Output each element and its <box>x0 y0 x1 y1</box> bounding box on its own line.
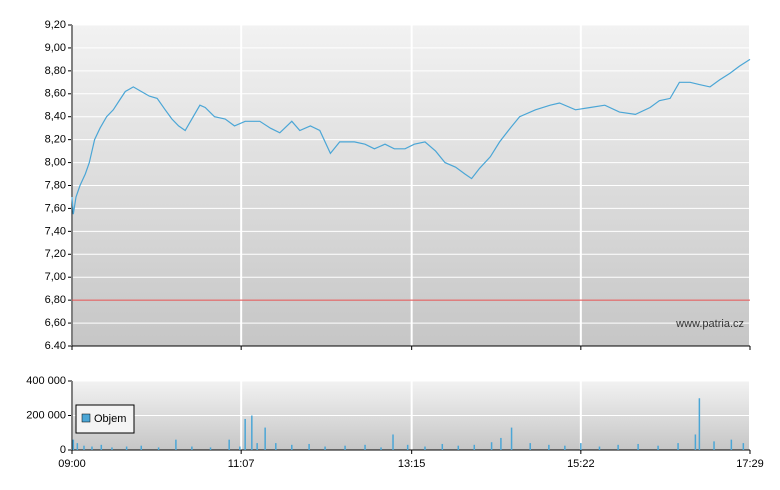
volume-bar <box>91 446 93 450</box>
legend-swatch <box>81 413 91 423</box>
volume-bar <box>490 442 493 450</box>
volume-bar <box>580 443 582 450</box>
volume-bar <box>364 444 366 450</box>
volume-bar <box>617 444 619 450</box>
volume-bar <box>698 398 701 450</box>
volume-bar <box>251 415 253 450</box>
volume-bar <box>742 443 745 450</box>
volume-bar <box>76 443 79 450</box>
volume-bar <box>275 443 277 450</box>
volume-bar <box>392 434 394 450</box>
volume-bar <box>344 445 346 450</box>
volume-bar <box>239 446 241 450</box>
x-tick-label: 15:22 <box>567 458 595 470</box>
y-tick-label: 8,60 <box>45 88 66 100</box>
x-tick-label: 13:15 <box>398 458 426 470</box>
volume-bar <box>83 445 85 450</box>
volume-bar <box>191 446 193 450</box>
volume-bar <box>473 444 476 450</box>
y-tick-label: 8,00 <box>45 156 66 168</box>
x-tick-label: 09:00 <box>58 458 86 470</box>
y-tick-label: 9,00 <box>45 42 66 54</box>
y-tick-label: 400 000 <box>26 375 66 387</box>
volume-bar <box>529 443 531 450</box>
volume-bar <box>244 418 246 450</box>
volume-bar <box>100 444 103 450</box>
volume-bar <box>111 447 113 450</box>
volume-bar <box>510 427 513 450</box>
y-tick-label: 6,80 <box>45 294 66 306</box>
volume-bar <box>598 446 601 450</box>
watermark: www.patria.cz <box>675 318 744 330</box>
volume-bar <box>441 443 444 450</box>
volume-bar <box>730 439 733 450</box>
volume-bar <box>637 443 639 450</box>
volume-bar <box>677 443 679 450</box>
volume-bar <box>457 445 460 450</box>
y-tick-label: 7,80 <box>45 179 66 191</box>
y-tick-label: 9,20 <box>45 19 66 31</box>
volume-bar <box>157 447 160 450</box>
volume-bar <box>657 445 659 450</box>
volume-bar <box>72 439 75 450</box>
volume-bar <box>500 437 502 450</box>
volume-bar <box>380 447 382 450</box>
volume-bar <box>694 434 697 450</box>
volume-bar <box>564 445 566 450</box>
y-tick-label: 8,20 <box>45 134 66 146</box>
volume-bar <box>264 427 266 450</box>
price-line <box>71 58 751 215</box>
volume-bar <box>424 446 426 450</box>
volume-bar <box>406 444 409 450</box>
y-tick-label: 200 000 <box>26 409 66 421</box>
y-tick-label: 7,60 <box>45 202 66 214</box>
volume-bar <box>175 439 177 450</box>
volume-bar <box>125 446 128 450</box>
y-tick-label: 6.40 <box>45 340 66 352</box>
y-tick-label: 6,60 <box>45 317 66 329</box>
volume-bar <box>308 443 310 450</box>
y-tick-label: 0 <box>60 444 66 456</box>
volume-bar <box>228 439 230 450</box>
y-tick-label: 8,40 <box>45 111 66 123</box>
volume-bar <box>291 444 293 450</box>
volume-bar <box>140 445 143 450</box>
y-tick-label: 8,80 <box>45 65 66 77</box>
volume-bar <box>324 446 326 450</box>
volume-bar <box>209 447 212 450</box>
volume-bar <box>548 444 550 450</box>
y-tick-label: 7,00 <box>45 271 66 283</box>
legend-label: Objem <box>94 413 126 425</box>
x-tick-label: 17:29 <box>736 458 764 470</box>
y-tick-label: 7,40 <box>45 225 66 237</box>
volume-bar <box>256 443 258 450</box>
volume-bar <box>713 441 715 450</box>
y-tick-label: 7,20 <box>45 248 66 260</box>
x-tick-label: 11:07 <box>228 458 255 470</box>
